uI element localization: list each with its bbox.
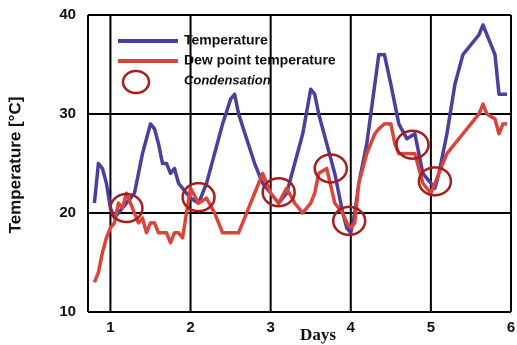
condensation-marker bbox=[181, 181, 216, 213]
condensation-marker bbox=[417, 166, 453, 197]
y-axis-label: Temperature [°C] bbox=[5, 97, 24, 234]
y-tick-label: 30 bbox=[59, 105, 76, 122]
x-tick-label: 3 bbox=[266, 319, 274, 336]
x-tick-label: 2 bbox=[186, 319, 194, 336]
y-tick-label: 20 bbox=[59, 204, 76, 221]
x-tick-label: 1 bbox=[106, 319, 114, 336]
condensation-marker bbox=[313, 153, 348, 184]
condensation-marker bbox=[261, 176, 296, 208]
legend-label: Dew point temperature bbox=[184, 52, 336, 68]
x-tick-label: 5 bbox=[427, 319, 435, 336]
y-tick-label: 40 bbox=[59, 6, 76, 23]
legend-label: Condensation bbox=[184, 72, 271, 87]
condensation-marker bbox=[109, 192, 144, 224]
x-tick-label: 6 bbox=[507, 319, 515, 336]
legend-label: Temperature bbox=[184, 32, 268, 48]
x-axis-label: Days bbox=[300, 325, 336, 344]
legend-swatch bbox=[121, 69, 151, 95]
condensation-marker bbox=[331, 205, 367, 237]
x-tick-label: 4 bbox=[347, 319, 356, 336]
series-line bbox=[92, 102, 507, 283]
condensation-marker bbox=[395, 129, 430, 160]
y-tick-label: 10 bbox=[59, 303, 76, 320]
